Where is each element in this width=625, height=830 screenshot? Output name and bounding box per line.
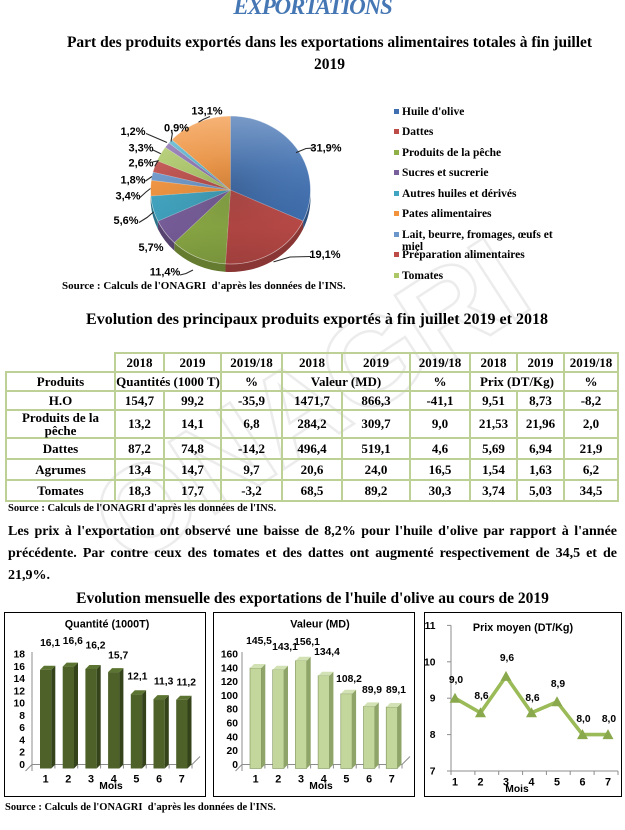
svg-text:Quantité (1000T): Quantité (1000T) <box>65 619 150 631</box>
svg-text:7: 7 <box>430 767 436 778</box>
svg-text:18: 18 <box>14 650 26 661</box>
svg-text:9,6: 9,6 <box>500 653 515 664</box>
svg-text:6: 6 <box>366 774 372 786</box>
svg-text:19,1%: 19,1% <box>309 249 340 261</box>
svg-text:16,6: 16,6 <box>63 636 83 647</box>
svg-text:143,1: 143,1 <box>272 642 298 653</box>
svg-text:5,6%: 5,6% <box>113 215 138 227</box>
svg-text:13,1%: 13,1% <box>191 106 222 118</box>
svg-text:9,0: 9,0 <box>449 675 464 686</box>
svg-text:2: 2 <box>19 748 25 759</box>
svg-text:8: 8 <box>19 711 25 722</box>
svg-text:1: 1 <box>452 777 458 789</box>
svg-text:Mois: Mois <box>99 781 123 792</box>
svg-text:2: 2 <box>275 774 281 786</box>
svg-text:2: 2 <box>65 774 71 786</box>
svg-text:Mois: Mois <box>505 784 529 795</box>
svg-text:11: 11 <box>425 621 436 632</box>
svg-text:1: 1 <box>43 774 49 786</box>
svg-text:160: 160 <box>221 650 238 661</box>
svg-text:7: 7 <box>389 774 395 786</box>
svg-text:3: 3 <box>503 777 509 789</box>
svg-text:12,1: 12,1 <box>127 672 147 683</box>
svg-text:Mois: Mois <box>309 781 333 792</box>
svg-text:Prix moyen (DT/Kg): Prix moyen (DT/Kg) <box>473 622 574 634</box>
svg-text:8,6: 8,6 <box>474 691 489 702</box>
svg-text:89,1: 89,1 <box>386 685 406 696</box>
svg-text:Valeur (MD): Valeur (MD) <box>290 619 350 631</box>
svg-text:40: 40 <box>227 732 239 743</box>
svg-text:2,6%: 2,6% <box>128 158 153 170</box>
svg-text:9: 9 <box>430 694 436 705</box>
svg-text:5: 5 <box>133 774 139 786</box>
svg-text:16,1: 16,1 <box>40 638 60 649</box>
svg-text:0,9%: 0,9% <box>164 123 189 135</box>
svg-text:11,4%: 11,4% <box>150 267 181 279</box>
svg-text:1: 1 <box>253 774 259 786</box>
svg-text:6: 6 <box>156 774 162 786</box>
svg-text:4: 4 <box>19 736 25 747</box>
svg-text:20: 20 <box>227 746 239 757</box>
svg-text:134,4: 134,4 <box>314 647 340 658</box>
svg-text:5: 5 <box>554 777 560 789</box>
svg-text:8,0: 8,0 <box>576 714 591 725</box>
svg-text:7: 7 <box>605 777 611 789</box>
svg-text:4: 4 <box>321 774 327 786</box>
svg-text:3: 3 <box>88 774 94 786</box>
svg-text:8,9: 8,9 <box>551 679 566 690</box>
svg-text:10: 10 <box>14 699 26 710</box>
svg-text:16,2: 16,2 <box>85 641 105 652</box>
svg-text:4: 4 <box>528 777 534 789</box>
svg-text:120: 120 <box>221 677 238 688</box>
svg-text:5: 5 <box>343 774 349 786</box>
svg-text:80: 80 <box>227 705 239 716</box>
svg-text:3: 3 <box>298 774 304 786</box>
svg-text:11,2: 11,2 <box>177 678 197 689</box>
svg-text:8,6: 8,6 <box>525 693 540 704</box>
svg-text:16: 16 <box>14 662 26 673</box>
svg-text:31,9%: 31,9% <box>310 143 341 155</box>
svg-text:156,1: 156,1 <box>294 637 320 648</box>
svg-text:0: 0 <box>232 760 238 771</box>
svg-text:100: 100 <box>221 691 238 702</box>
svg-text:12: 12 <box>14 686 26 697</box>
svg-text:4: 4 <box>111 774 117 786</box>
svg-text:14: 14 <box>14 674 26 685</box>
svg-text:89,9: 89,9 <box>362 685 382 696</box>
svg-text:7: 7 <box>179 774 185 786</box>
svg-text:10: 10 <box>424 657 436 668</box>
svg-text:6: 6 <box>579 777 585 789</box>
svg-text:8,0: 8,0 <box>602 714 617 725</box>
svg-text:3,4%: 3,4% <box>115 191 140 203</box>
svg-text:15,7: 15,7 <box>108 651 128 662</box>
svg-text:11,3: 11,3 <box>154 677 174 688</box>
svg-text:145,5: 145,5 <box>246 636 272 647</box>
svg-text:1,2%: 1,2% <box>120 126 145 138</box>
svg-text:6: 6 <box>19 723 25 734</box>
svg-text:1,8%: 1,8% <box>120 175 145 187</box>
svg-text:140: 140 <box>221 663 238 674</box>
svg-text:3,3%: 3,3% <box>128 143 153 155</box>
svg-text:0: 0 <box>19 760 25 771</box>
svg-text:60: 60 <box>227 719 239 730</box>
svg-text:8: 8 <box>430 730 436 741</box>
svg-text:5,7%: 5,7% <box>138 242 163 254</box>
svg-text:108,2: 108,2 <box>336 674 362 685</box>
svg-text:2: 2 <box>477 777 483 789</box>
